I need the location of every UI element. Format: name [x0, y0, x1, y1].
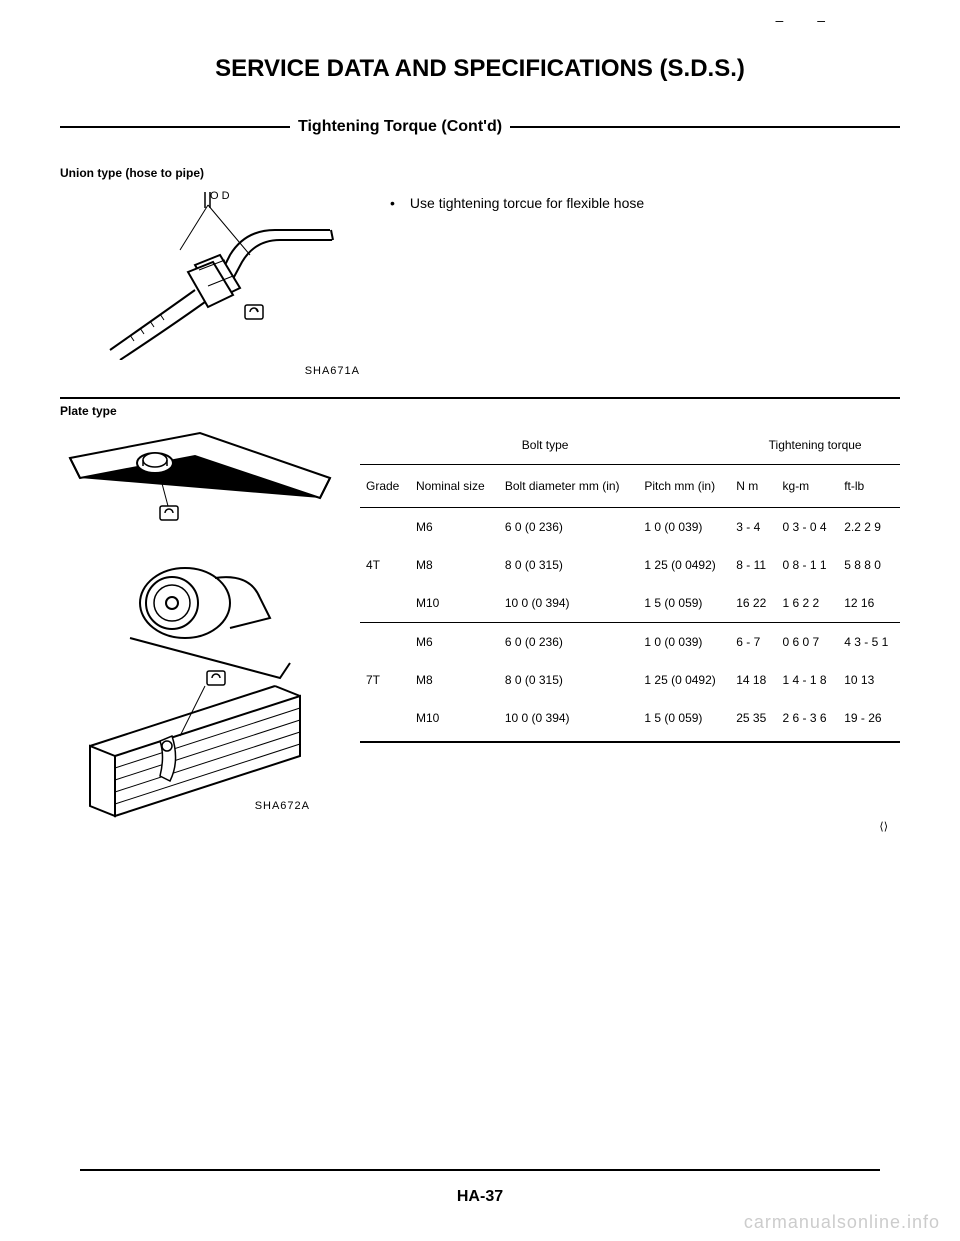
cell: 2.2 2 9	[838, 508, 900, 546]
plate-figure: SHA672A	[60, 428, 340, 812]
table-row: 4T M6 6 0 (0 236) 1 0 (0 039) 3 - 4 0 3 …	[360, 508, 900, 546]
cell: 4 3 - 5 1	[838, 622, 900, 661]
cell: 19 - 26	[838, 699, 900, 737]
th-pitch: Pitch mm (in)	[638, 464, 730, 508]
cell: 3 - 4	[730, 508, 776, 546]
union-note: • Use tightening torcue for flexible hos…	[390, 195, 644, 211]
torque-table-wrapper: Bolt type Tightening torque Grade Nomina…	[360, 428, 900, 743]
cell: M6	[410, 508, 499, 546]
union-type-label: Union type (hose to pipe)	[60, 166, 900, 180]
th-grade: Grade	[360, 464, 410, 508]
cell: 1 0 (0 039)	[638, 508, 730, 546]
page-number: HA-37	[0, 1188, 960, 1206]
torque-table: Bolt type Tightening torque Grade Nomina…	[360, 428, 900, 737]
small-glyph: ⟨⟩	[60, 820, 900, 833]
cell: 12 16	[838, 584, 900, 622]
cell: 5 8 8 0	[838, 546, 900, 584]
cell: 6 0 (0 236)	[499, 622, 639, 661]
cell: 6 - 7	[730, 622, 776, 661]
cell: 0 3 - 0 4	[777, 508, 839, 546]
footer-rule	[80, 1169, 880, 1171]
cell: 1 25 (0 0492)	[638, 661, 730, 699]
th-bolt-dia: Bolt diameter mm (in)	[499, 464, 639, 508]
plate-section: Plate type	[60, 397, 900, 833]
cell-grade: 4T	[360, 508, 410, 622]
cell: 8 0 (0 315)	[499, 661, 639, 699]
cell: M10	[410, 699, 499, 737]
cell: 0 8 - 1 1	[777, 546, 839, 584]
union-diagram	[100, 190, 360, 360]
union-note-text: Use tightening torcue for flexible hose	[410, 195, 644, 211]
cell: 8 - 11	[730, 546, 776, 584]
cell: M6	[410, 622, 499, 661]
table-row: 7T M6 6 0 (0 236) 1 0 (0 039) 6 - 7 0 6 …	[360, 622, 900, 661]
watermark: carmanualsonline.info	[744, 1212, 940, 1233]
cell: 16 22	[730, 584, 776, 622]
union-figure: O D SHA671A	[100, 190, 360, 377]
cell: 10 0 (0 394)	[499, 584, 639, 622]
cell: 1 5 (0 059)	[638, 699, 730, 737]
bullet-icon: •	[390, 195, 395, 211]
th-nominal: Nominal size	[410, 464, 499, 508]
cell: 8 0 (0 315)	[499, 546, 639, 584]
th-kgm: kg-m	[777, 464, 839, 508]
table-row: M8 8 0 (0 315) 1 25 (0 0492) 14 18 1 4 -…	[360, 661, 900, 699]
top-dashes: – –	[776, 12, 840, 28]
table-row: M10 10 0 (0 394) 1 5 (0 059) 16 22 1 6 2…	[360, 584, 900, 622]
rule-left	[60, 126, 290, 128]
cell: 14 18	[730, 661, 776, 699]
cell: 6 0 (0 236)	[499, 508, 639, 546]
union-block: O D SHA671A	[100, 190, 900, 377]
section-heading: Tightening Torque (Cont'd)	[60, 118, 900, 136]
cell: 0 6 0 7	[777, 622, 839, 661]
section-title: Tightening Torque (Cont'd)	[290, 118, 510, 136]
rule-right	[510, 126, 900, 128]
cell: 25 35	[730, 699, 776, 737]
cell: 10 13	[838, 661, 900, 699]
od-label: O D	[210, 190, 230, 202]
cell: 1 4 - 1 8	[777, 661, 839, 699]
plate-type-label: Plate type	[60, 404, 900, 418]
cell: M10	[410, 584, 499, 622]
cell: 2 6 - 3 6	[777, 699, 839, 737]
cell: M8	[410, 661, 499, 699]
plate-diagram	[60, 428, 340, 818]
cell: 1 6 2 2	[777, 584, 839, 622]
cell: 1 0 (0 039)	[638, 622, 730, 661]
cell: M8	[410, 546, 499, 584]
table-row: M8 8 0 (0 315) 1 25 (0 0492) 8 - 11 0 8 …	[360, 546, 900, 584]
th-ftlb: ft-lb	[838, 464, 900, 508]
page-title: SERVICE DATA AND SPECIFICATIONS (S.D.S.)	[60, 55, 900, 83]
cell-grade: 7T	[360, 622, 410, 737]
cell: 1 5 (0 059)	[638, 584, 730, 622]
table-row: M10 10 0 (0 394) 1 5 (0 059) 25 35 2 6 -…	[360, 699, 900, 737]
th-bolt-type: Bolt type	[360, 428, 730, 464]
th-nm: N m	[730, 464, 776, 508]
th-tightening-torque: Tightening torque	[730, 428, 900, 464]
cell: 10 0 (0 394)	[499, 699, 639, 737]
union-figure-caption: SHA671A	[100, 365, 360, 377]
cell: 1 25 (0 0492)	[638, 546, 730, 584]
